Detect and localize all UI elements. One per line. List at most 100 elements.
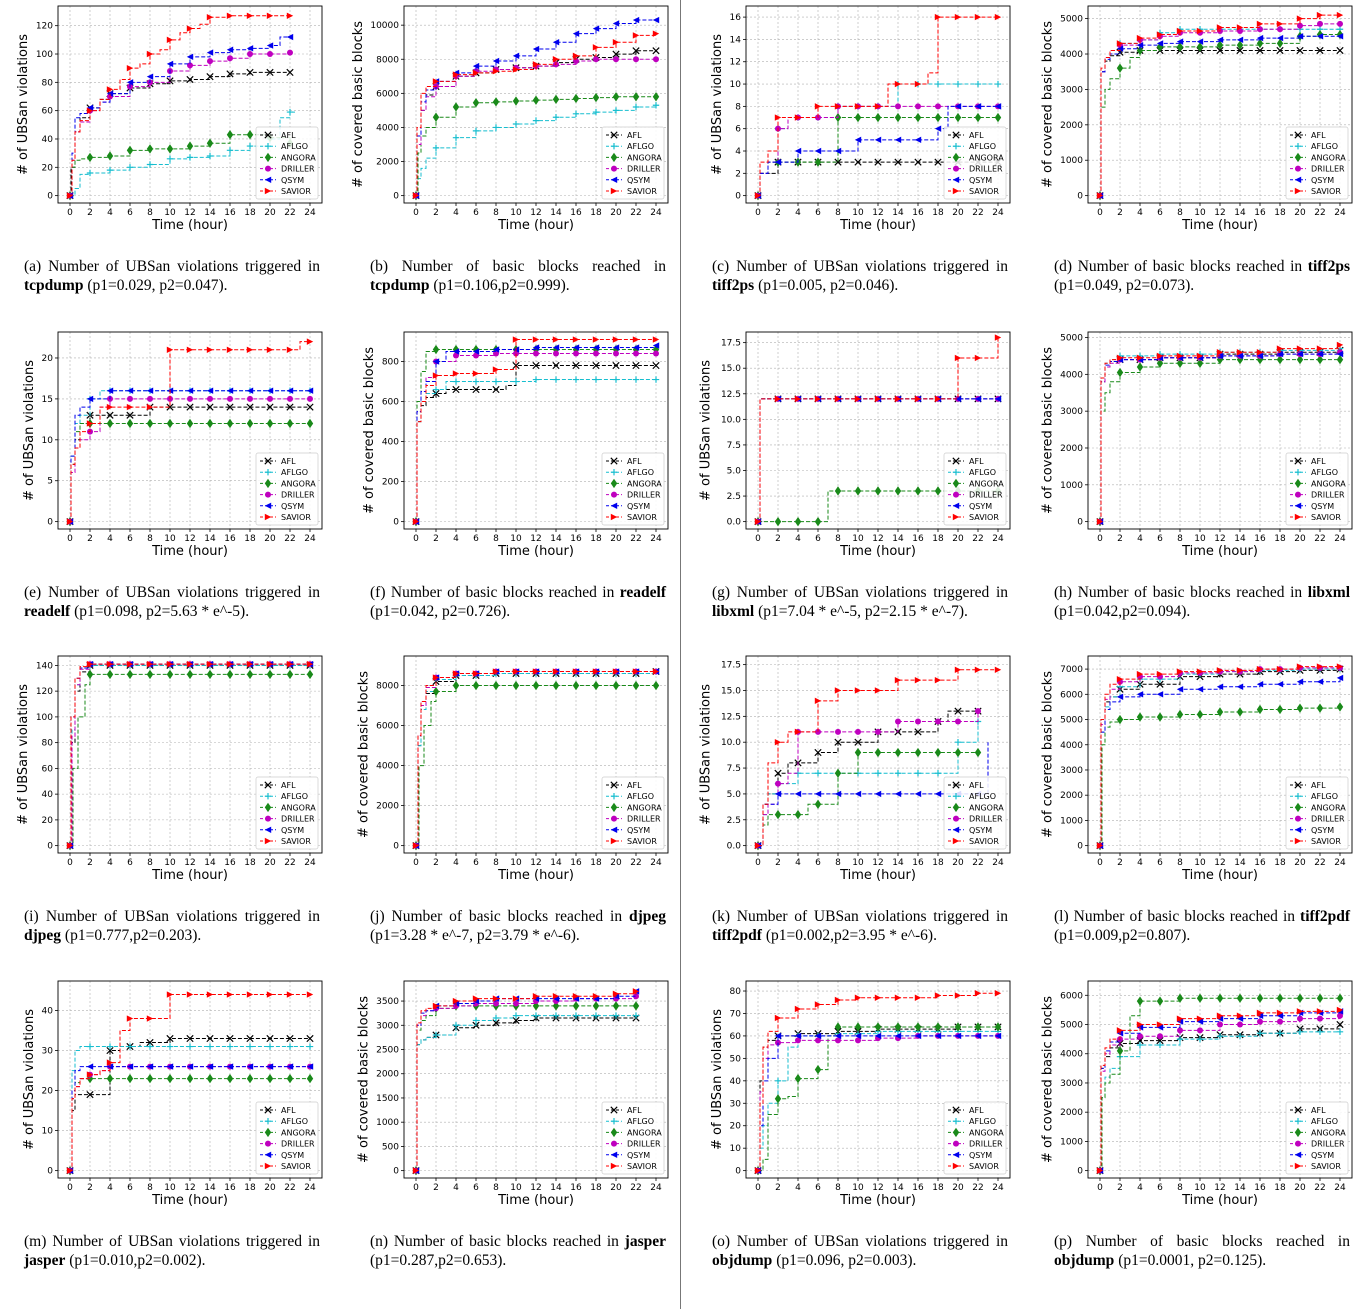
caption-h: (h) Number of basic blocks reached in li… (1054, 583, 1350, 621)
legend-marker (1294, 1162, 1302, 1170)
series-marker (1256, 34, 1264, 42)
legend-label-driller: DRILLER (1311, 491, 1345, 500)
x-tick-label: 16 (224, 534, 236, 544)
x-tick-label: 12 (872, 1183, 883, 1193)
series-marker (246, 660, 254, 668)
series-marker (106, 1046, 114, 1055)
y-tick-label: 100 (36, 713, 53, 723)
series-marker (1236, 46, 1244, 55)
series-marker (106, 151, 114, 161)
series-marker (593, 350, 599, 357)
series-marker (914, 728, 922, 736)
x-axis-label: Time (hour) (151, 1193, 228, 1208)
series-marker (492, 668, 500, 675)
series-marker (1337, 1012, 1343, 1019)
y-tick-label: 0 (1077, 518, 1083, 528)
series-marker (86, 669, 94, 680)
series-marker (1296, 1008, 1304, 1015)
series-marker (286, 403, 294, 411)
x-tick-label: 18 (1274, 1183, 1286, 1193)
legend-label-savior: SAVIOR (1311, 513, 1341, 522)
y-tick-label: 1000 (1060, 156, 1083, 166)
series-marker (106, 403, 114, 411)
caption-pvalues: (p1=0.096, p2=0.003). (772, 1252, 917, 1269)
x-tick-label: 20 (952, 858, 964, 868)
series-marker (206, 1043, 214, 1050)
series-marker (894, 486, 902, 496)
y-tick-label: 600 (382, 398, 399, 408)
series-marker (552, 1012, 560, 1019)
series-marker (513, 350, 519, 357)
series-marker (306, 991, 314, 998)
legend: AFL AFLGO ANGORA DRILLER QSYM SAVIOR (943, 126, 1007, 200)
series-marker (1336, 354, 1344, 365)
series-line (70, 15, 290, 197)
series-marker (206, 669, 214, 680)
legend-marker (1294, 176, 1302, 183)
legend-marker (264, 513, 272, 521)
y-tick-label: 3000 (376, 1021, 399, 1031)
chart-o: 0 2 4 6 8 10 12 14 16 18 20 22 2401020304050607080Ti… (710, 980, 1011, 1208)
series-marker (286, 991, 294, 998)
caption-program: jasper (24, 1252, 66, 1269)
series-marker (247, 395, 253, 402)
series-marker (266, 346, 274, 353)
series-marker (914, 676, 922, 684)
series-marker (1196, 686, 1204, 693)
legend-marker (611, 165, 617, 172)
caption-n: (n) Number of basic blocks reached in ja… (370, 1232, 666, 1270)
legend-marker (264, 793, 272, 800)
series-marker (934, 1032, 942, 1040)
series-marker (1156, 996, 1164, 1006)
series-marker (432, 386, 440, 393)
x-tick-label: 22 (1314, 858, 1325, 868)
series-marker (1116, 367, 1124, 378)
series-marker (1256, 1009, 1264, 1017)
series-marker (774, 809, 782, 820)
series-marker (632, 47, 640, 55)
series-marker (206, 1063, 214, 1070)
legend-label-angora: ANGORA (627, 803, 662, 812)
series-marker (226, 1043, 234, 1050)
x-tick-label: 20 (952, 208, 964, 218)
x-tick-label: 10 (164, 1183, 176, 1193)
series-marker (552, 993, 560, 1000)
series-marker (412, 842, 420, 849)
x-tick-label: 10 (1194, 534, 1206, 544)
series-marker (432, 1002, 440, 1010)
series-marker (532, 344, 540, 351)
series-marker (794, 1073, 802, 1084)
series-marker (1236, 993, 1244, 1003)
chart-i: 0 2 4 6 8 10 12 14 16 18 20 22 24020406080100120140T… (16, 655, 323, 883)
series-marker (146, 1043, 154, 1050)
caption-label: (n) (370, 1233, 394, 1250)
y-tick-label: 17.5 (721, 661, 741, 671)
series-marker (632, 103, 640, 111)
caption-e: (e) Number of UBSan violations triggered… (24, 583, 320, 621)
legend: AFL AFLGO ANGORA DRILLER QSYM SAVIOR (601, 452, 665, 526)
y-tick-label: 0 (47, 1167, 53, 1177)
series-marker (86, 660, 94, 668)
series-marker (814, 157, 822, 167)
series-marker (452, 680, 460, 691)
legend-marker (1294, 513, 1302, 521)
legend-label-angora: ANGORA (969, 803, 1004, 812)
series-marker (1316, 663, 1324, 670)
series-marker (412, 1167, 420, 1174)
series-marker (187, 62, 193, 69)
caption-m: (m) Number of UBSan violations triggered… (24, 1232, 320, 1270)
subfigure-o: 0 2 4 6 8 10 12 14 16 18 20 22 24 0 10 20 30 40 50 60 70 80 Ti… (688, 975, 1018, 1300)
x-tick-label: 18 (244, 858, 256, 868)
x-tick-label: 20 (610, 1183, 622, 1193)
legend-label-angora: ANGORA (281, 153, 316, 162)
x-tick-label: 24 (992, 1183, 1004, 1193)
series-marker (186, 141, 194, 151)
series-marker (572, 110, 580, 118)
series-marker (146, 387, 154, 394)
series-marker (206, 418, 214, 429)
legend-label-qsym: QSYM (1311, 176, 1334, 185)
x-tick-label: 0 (755, 534, 761, 544)
series-marker (834, 158, 842, 166)
legend-marker (610, 143, 618, 150)
series-marker (266, 669, 274, 680)
